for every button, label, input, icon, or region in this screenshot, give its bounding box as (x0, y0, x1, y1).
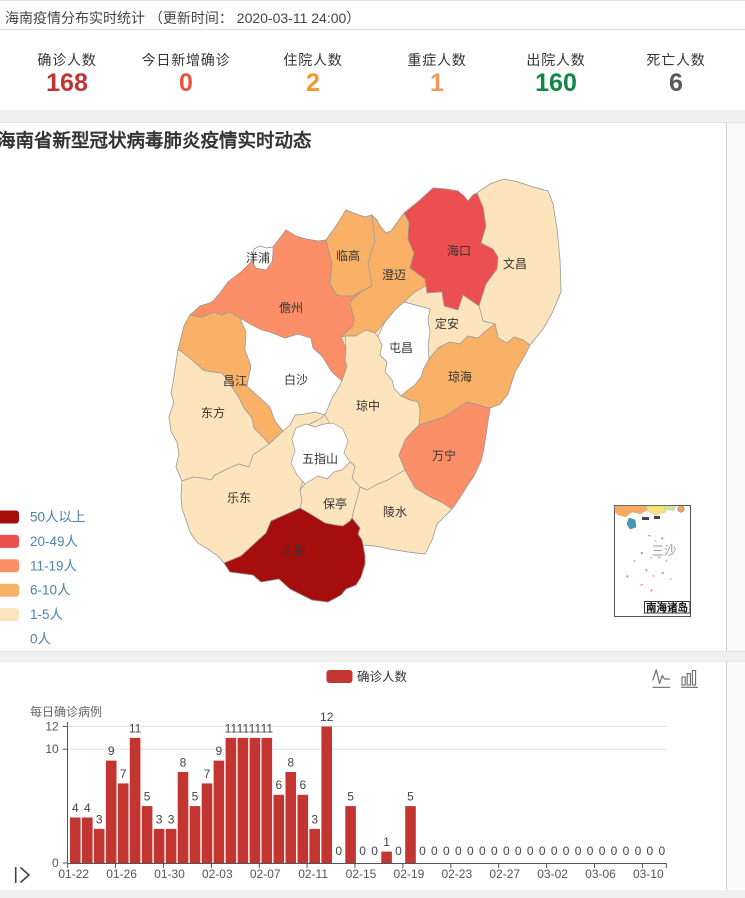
svg-text:0: 0 (419, 844, 426, 858)
svg-text:南海诸岛: 南海诸岛 (646, 601, 688, 614)
svg-text:02-19: 02-19 (394, 867, 425, 881)
svg-text:7: 7 (120, 767, 127, 781)
svg-text:0: 0 (551, 844, 558, 858)
svg-text:0: 0 (395, 844, 402, 858)
svg-text:乐东: 乐东 (227, 491, 251, 505)
svg-text:定安: 定安 (435, 316, 459, 331)
svg-text:02-23: 02-23 (441, 867, 472, 881)
svg-text:0: 0 (515, 844, 522, 858)
svg-text:03-10: 03-10 (633, 867, 664, 881)
svg-text:保亭: 保亭 (323, 496, 347, 511)
svg-text:0: 0 (611, 844, 618, 858)
svg-text:白沙: 白沙 (284, 372, 308, 387)
svg-text:三沙: 三沙 (651, 544, 677, 558)
svg-text:屯昌: 屯昌 (389, 341, 413, 355)
svg-text:0: 0 (635, 844, 642, 858)
svg-text:02-03: 02-03 (202, 867, 233, 881)
svg-text:10: 10 (45, 742, 59, 756)
svg-text:5: 5 (192, 790, 199, 804)
svg-text:0: 0 (335, 844, 342, 858)
svg-text:02-15: 02-15 (346, 867, 377, 881)
svg-text:9: 9 (216, 744, 223, 758)
svg-text:0: 0 (52, 856, 59, 870)
svg-text:0: 0 (443, 844, 450, 858)
svg-text:0: 0 (467, 844, 474, 858)
svg-text:琼海: 琼海 (448, 369, 472, 384)
svg-text:11-19人: 11-19人 (30, 558, 78, 573)
svg-text:3: 3 (168, 812, 175, 826)
svg-text:11: 11 (249, 721, 262, 735)
svg-text:0: 0 (623, 844, 630, 858)
svg-text:03-06: 03-06 (585, 867, 616, 881)
svg-text:澄迈: 澄迈 (382, 267, 406, 282)
svg-text:三亚: 三亚 (282, 544, 306, 558)
svg-text:02-11: 02-11 (298, 867, 328, 881)
svg-text:01-30: 01-30 (154, 867, 185, 881)
svg-text:02-27: 02-27 (489, 867, 520, 881)
svg-text:11: 11 (129, 721, 142, 735)
svg-text:12: 12 (45, 720, 59, 734)
svg-text:11: 11 (261, 721, 274, 735)
svg-text:0: 0 (539, 844, 546, 858)
svg-text:文昌: 文昌 (503, 256, 527, 271)
svg-text:03-02: 03-02 (537, 867, 568, 881)
svg-text:0: 0 (587, 844, 594, 858)
svg-text:3: 3 (96, 812, 103, 826)
svg-text:五指山: 五指山 (302, 451, 338, 466)
svg-text:万宁: 万宁 (432, 448, 456, 463)
svg-text:7: 7 (204, 767, 211, 781)
svg-text:11: 11 (237, 721, 250, 735)
svg-text:8: 8 (287, 756, 294, 770)
svg-text:东方: 东方 (201, 405, 225, 420)
svg-text:5: 5 (144, 790, 151, 804)
svg-text:琼中: 琼中 (356, 398, 380, 413)
svg-text:5: 5 (407, 790, 414, 804)
svg-text:0: 0 (527, 844, 534, 858)
svg-text:1-5人: 1-5人 (30, 607, 64, 622)
svg-text:昌江: 昌江 (223, 374, 247, 388)
svg-text:0人: 0人 (30, 632, 52, 647)
svg-text:0: 0 (575, 844, 582, 858)
svg-text:5: 5 (347, 790, 354, 804)
svg-text:儋州: 儋州 (279, 301, 303, 315)
svg-text:0: 0 (647, 844, 654, 858)
svg-text:0: 0 (371, 844, 378, 858)
svg-text:3: 3 (311, 812, 318, 826)
svg-text:6-10人: 6-10人 (30, 583, 71, 598)
svg-text:01-26: 01-26 (106, 867, 137, 881)
svg-text:8: 8 (180, 756, 187, 770)
svg-text:确诊人数: 确诊人数 (357, 669, 408, 684)
svg-text:1: 1 (383, 835, 390, 849)
svg-text:临高: 临高 (336, 248, 360, 263)
svg-text:0: 0 (563, 844, 570, 858)
svg-text:02-07: 02-07 (250, 867, 281, 881)
svg-text:0: 0 (599, 844, 606, 858)
svg-text:海口: 海口 (447, 243, 471, 258)
svg-text:6: 6 (299, 778, 306, 792)
svg-text:12: 12 (320, 710, 334, 724)
svg-text:50人以上: 50人以上 (30, 510, 86, 525)
svg-text:洋浦: 洋浦 (246, 250, 270, 265)
svg-text:陵水: 陵水 (383, 505, 407, 519)
svg-text:9: 9 (108, 744, 115, 758)
svg-text:0: 0 (479, 844, 486, 858)
svg-text:01-22: 01-22 (58, 867, 89, 881)
svg-text:0: 0 (359, 844, 366, 858)
svg-text:3: 3 (156, 812, 163, 826)
svg-text:11: 11 (225, 721, 238, 735)
svg-text:20-49人: 20-49人 (30, 534, 79, 549)
svg-text:6: 6 (275, 778, 282, 792)
svg-text:0: 0 (431, 844, 438, 858)
svg-text:0: 0 (491, 844, 498, 858)
svg-text:0: 0 (455, 844, 462, 858)
svg-text:4: 4 (72, 801, 79, 815)
svg-text:0: 0 (659, 844, 666, 858)
svg-text:4: 4 (84, 801, 91, 815)
svg-text:0: 0 (503, 844, 510, 858)
